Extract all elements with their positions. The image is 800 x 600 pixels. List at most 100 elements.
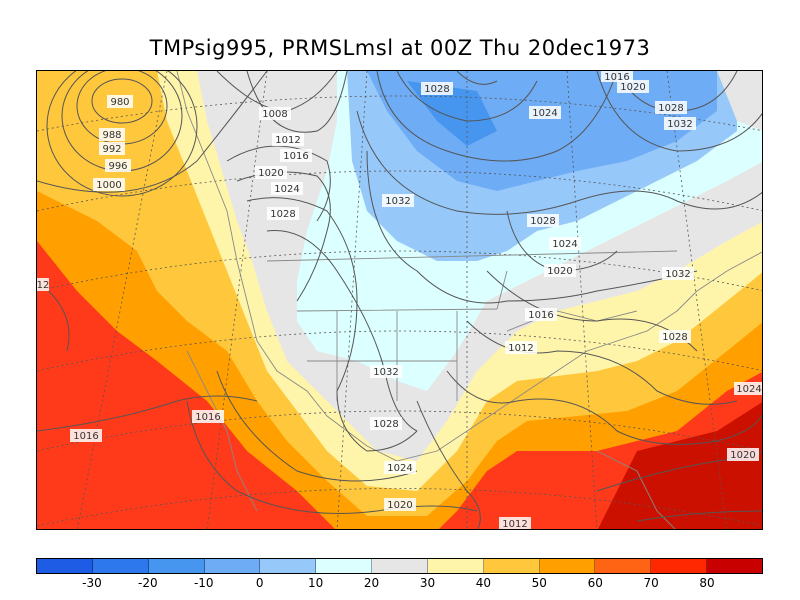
svg-text:1020: 1020 — [730, 450, 755, 461]
isobar-label: 1024 — [271, 182, 303, 195]
isobar-label: 1000 — [93, 178, 125, 191]
legend-swatch — [595, 559, 652, 573]
legend-swatch — [260, 559, 317, 573]
svg-text:1020: 1020 — [258, 168, 283, 179]
legend-swatch — [37, 559, 93, 573]
isobar-label: 1032 — [662, 267, 694, 280]
isobar-label: 1020 — [617, 80, 649, 93]
legend-tick-label: 50 — [531, 576, 547, 590]
isobar-label: 1028 — [370, 417, 402, 430]
isobar-labels: 980 988 992 996 1000 1008 1012 1016 1020… — [37, 71, 762, 529]
svg-text:1028: 1028 — [658, 103, 683, 114]
shade-minus10 — [407, 81, 497, 146]
isobar-label: 1016 — [601, 71, 633, 83]
isobar-label: 1024 — [549, 237, 581, 250]
svg-text:1028: 1028 — [424, 84, 449, 95]
svg-text:1024: 1024 — [552, 239, 577, 250]
isobar-label: 1012 — [499, 517, 531, 529]
isobar-label: 1028 — [267, 207, 299, 220]
svg-text:980: 980 — [110, 97, 129, 108]
isobar-label: 1012 — [505, 341, 537, 354]
isobar-label: 1020 — [384, 498, 416, 511]
isobar-label: 1028 — [659, 330, 691, 343]
svg-text:1016: 1016 — [283, 151, 308, 162]
isobar-label: 1028 — [527, 214, 559, 227]
isobar-label: 1020 — [727, 448, 759, 461]
svg-text:1008: 1008 — [262, 109, 287, 120]
isobar-label: 1020 — [544, 264, 576, 277]
svg-text:1032: 1032 — [385, 196, 410, 207]
legend-swatch — [651, 559, 708, 573]
legend-tick-label: 80 — [699, 576, 715, 590]
svg-text:1012: 1012 — [275, 135, 300, 146]
temperature-pressure-map: 980 988 992 996 1000 1008 1012 1016 1020… — [37, 71, 762, 529]
legend-swatch — [92, 559, 149, 573]
isobar-label: 1012 — [272, 133, 304, 146]
shade-80 — [598, 402, 762, 529]
svg-text:996: 996 — [108, 161, 127, 172]
svg-text:1028: 1028 — [530, 216, 555, 227]
legend-tick-label: -20 — [138, 576, 158, 590]
isobar-label: 996 — [105, 159, 131, 172]
isobar-label: 1016 — [192, 410, 224, 423]
isobar-label: 980 — [107, 95, 133, 108]
legend-swatch — [483, 559, 540, 573]
legend-swatch — [427, 559, 484, 573]
isobar-label: 1016 — [70, 429, 102, 442]
legend-swatch — [204, 559, 261, 573]
isobar-label: 1020 — [255, 166, 287, 179]
legend-tick-label: 30 — [419, 576, 436, 590]
legend-tick-label: -10 — [193, 576, 214, 590]
svg-text:1032: 1032 — [665, 269, 690, 280]
map-panel: 980 988 992 996 1000 1008 1012 1016 1020… — [36, 70, 763, 530]
isobar-label: 1028 — [421, 82, 453, 95]
svg-text:1016: 1016 — [195, 412, 220, 423]
svg-text:1024: 1024 — [387, 463, 412, 474]
isobar-label: 1016 — [525, 308, 557, 321]
isobar-label: 988 — [99, 128, 125, 141]
svg-text:1016: 1016 — [528, 310, 553, 321]
svg-text:1000: 1000 — [96, 180, 121, 191]
svg-text:1020: 1020 — [547, 266, 572, 277]
svg-text:1016: 1016 — [73, 431, 98, 442]
svg-text:992: 992 — [102, 144, 121, 155]
isobar-label: 12 — [37, 278, 49, 291]
legend-swatch — [707, 559, 762, 573]
isobar-label: 1016 — [280, 149, 312, 162]
isobar-label: 1008 — [259, 107, 291, 120]
legend-swatch — [372, 559, 428, 573]
svg-text:988: 988 — [102, 130, 121, 141]
legend-tick-label: 70 — [643, 576, 659, 590]
svg-text:1020: 1020 — [620, 82, 645, 93]
map-title: TMPsig995, PRMSLmsl at 00Z Thu 20dec1973 — [149, 36, 651, 60]
isobar-label: 1032 — [382, 194, 414, 207]
isobar-label: 1024 — [384, 461, 416, 474]
legend-swatch — [316, 559, 373, 573]
svg-text:1032: 1032 — [373, 367, 398, 378]
legend-tick-label: 0 — [255, 576, 264, 590]
isobar-label: 992 — [99, 142, 125, 155]
svg-text:1024: 1024 — [274, 184, 299, 195]
svg-text:1016: 1016 — [604, 72, 629, 83]
legend-tick-label: 60 — [587, 576, 603, 590]
legend-tick-label: 20 — [363, 576, 380, 590]
svg-text:1024: 1024 — [532, 108, 557, 119]
isobar-label: 1032 — [370, 365, 402, 378]
svg-text:1028: 1028 — [270, 209, 295, 220]
legend-tick-label: -30 — [82, 576, 102, 590]
isobar-label: 1024 — [734, 382, 762, 395]
svg-text:1028: 1028 — [373, 419, 398, 430]
legend-tick-label: 10 — [307, 576, 324, 590]
isobar-label: 1028 — [655, 101, 687, 114]
svg-text:1012: 1012 — [508, 343, 533, 354]
isobar-label: 1032 — [664, 117, 696, 130]
svg-text:1024: 1024 — [736, 384, 761, 395]
color-legend-bar — [36, 558, 763, 574]
legend-tick-label: 40 — [475, 576, 492, 590]
svg-text:1028: 1028 — [662, 332, 687, 343]
legend-swatch — [148, 559, 205, 573]
isobar-label: 1024 — [529, 106, 561, 119]
svg-text:1032: 1032 — [667, 119, 692, 130]
svg-text:1020: 1020 — [387, 500, 412, 511]
svg-text:12: 12 — [37, 280, 49, 291]
